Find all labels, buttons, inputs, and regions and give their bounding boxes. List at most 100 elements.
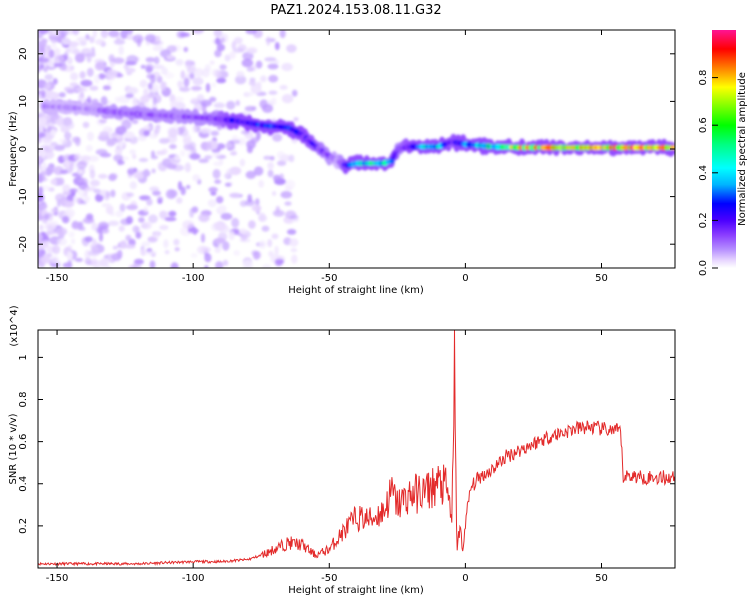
spectrogram-noise-blob <box>229 151 238 156</box>
spectrogram-noise-blob <box>100 96 108 106</box>
spectrogram-noise-blob <box>226 100 236 110</box>
spectrogram-noise-blob <box>98 119 107 124</box>
spectrogram-noise-blob <box>213 102 226 109</box>
spectrogram-noise-blob <box>235 100 240 106</box>
spectrogram-noise-blob <box>291 254 298 264</box>
spectrogram-noise-blob <box>166 45 177 53</box>
spectrogram-noise-blob <box>112 245 118 250</box>
spectrogram-noise-blob <box>164 250 170 255</box>
spectrogram-noise-blob <box>210 130 219 136</box>
spectrogram-noise-blob <box>89 169 96 179</box>
spectrogram-noise-blob <box>216 196 224 204</box>
spectrogram-noise-blob <box>169 144 177 150</box>
spectrogram-noise-blob <box>85 144 93 152</box>
spectrogram-noise-blob <box>192 174 201 182</box>
spectrogram-noise-blob <box>289 215 299 220</box>
spectrogram-noise-blob <box>267 239 273 248</box>
spectrogram-noise-blob <box>258 180 265 188</box>
spectrogram-noise-blob <box>50 178 58 185</box>
spectrogram-noise-blob <box>158 138 170 144</box>
spectrogram-noise-blob <box>132 97 138 106</box>
snr-series-line <box>38 330 675 567</box>
spectrogram-noise-blob <box>251 204 262 212</box>
spectrogram-noise-blob <box>192 77 204 86</box>
spectrogram-noise-blob <box>44 222 57 231</box>
spectrogram-noise-blob <box>255 60 263 69</box>
spectrogram-noise-blob <box>146 198 153 206</box>
spectrogram-noise-blob <box>205 83 211 93</box>
spectrogram-noise-blob <box>66 194 74 203</box>
spectrogram-noise-blob <box>159 210 168 219</box>
x-tick-label: -50 <box>321 573 337 584</box>
spectrogram-noise-blob <box>90 257 98 266</box>
spectrogram-noise-blob <box>54 62 63 68</box>
spectrogram-noise-blob <box>115 126 127 135</box>
spectrogram-noise-blob <box>55 193 66 202</box>
spectrogram-noise-blob <box>71 238 76 245</box>
x-tick-label: -150 <box>46 573 69 584</box>
spectrogram-noise-blob <box>256 130 261 141</box>
spectrogram-noise-blob <box>69 82 79 87</box>
spectrogram-noise-blob <box>214 40 223 45</box>
spectrogram-noise-blob <box>204 265 209 268</box>
spectrogram-noise-blob <box>67 121 75 130</box>
spectrogram-noise-blob <box>209 60 215 65</box>
spectrogram-noise-blob <box>141 241 151 247</box>
spectrogram-noise-blob <box>41 218 47 223</box>
spectrogram-noise-blob <box>245 30 258 35</box>
spectrogram-noise-blob <box>192 227 198 235</box>
spectrogram-noise-blob <box>89 85 99 91</box>
spectrogram-noise-blob <box>269 156 275 161</box>
spectrogram-noise-blob <box>140 64 146 69</box>
spectrogram-noise-blob <box>38 132 46 138</box>
spectrogram-noise-blob <box>260 75 267 83</box>
spectrogram-ridge-layer <box>39 98 675 175</box>
spectrogram-noise-blob <box>271 191 277 196</box>
colorbar-gradient <box>712 30 736 268</box>
spectrogram-noise-blob <box>106 81 113 86</box>
spectrogram-noise-blob <box>54 55 65 63</box>
spectrogram-noise-blob <box>222 241 230 251</box>
y-tick-label: 0.4 <box>18 476 29 492</box>
spectrogram-noise-blob <box>113 39 126 45</box>
spectrogram-noise-blob <box>110 253 122 261</box>
spectrogram-noise-blob <box>148 133 158 139</box>
spectrogram-noise-blob <box>98 173 108 179</box>
spectrogram-noise-blob <box>114 146 123 156</box>
spectrogram-noise-blob <box>281 94 294 104</box>
spectrogram-noise-blob <box>286 44 297 53</box>
spectrogram-noise-blob <box>39 224 44 231</box>
spectrogram-noise-blob <box>140 94 150 103</box>
colorbar-label: Normalized spectral amplitude <box>737 72 748 226</box>
spectrogram-noise-blob <box>43 68 48 73</box>
spectrogram-noise-blob <box>177 181 183 191</box>
spectrogram-noise-blob <box>137 135 147 142</box>
spectrogram-noise-blob <box>143 206 148 213</box>
spectrogram-noise-blob <box>186 184 191 190</box>
y-tick-label: 20 <box>18 47 29 60</box>
snr-frame <box>37 329 676 569</box>
y-tick-label: -10 <box>18 188 29 204</box>
spectrogram-noise-blob <box>273 59 280 65</box>
spectrogram-noise-blob <box>45 90 57 100</box>
spectrogram-noise-blob <box>68 231 75 238</box>
spectrogram-noise-blob <box>152 64 165 70</box>
spectrogram-noise-blob <box>148 214 158 224</box>
spectrogram-noise-blob <box>79 71 86 79</box>
x-tick-label: -50 <box>321 273 337 284</box>
spectrogram-noise-blob <box>38 186 44 196</box>
colorbar-tick-label: 0.6 <box>698 117 709 133</box>
spectrogram-noise-blob <box>86 52 92 63</box>
spectrogram-noise-blob <box>116 35 121 42</box>
spectrogram-noise-blob <box>224 54 231 62</box>
spectrogram-noise-blob <box>50 263 61 267</box>
spectrogram-noise-blob <box>139 79 148 88</box>
spectrogram-noise-blob <box>94 62 106 71</box>
spectrogram-noise-blob <box>61 215 70 224</box>
spectrogram-noise-blob <box>248 80 256 86</box>
spectrogram-noise-blob <box>266 36 271 46</box>
spectrogram-noise-blob <box>143 130 151 137</box>
spectrogram-noise-blob <box>99 131 110 137</box>
spectrogram-noise-blob <box>38 204 48 210</box>
spectrogram-noise-blob <box>74 53 85 63</box>
